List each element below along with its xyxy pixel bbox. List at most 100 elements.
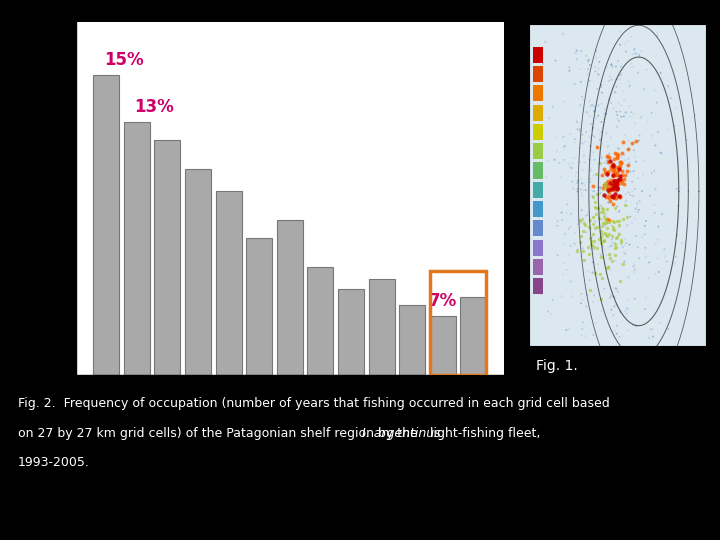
- Point: [582, 65, 594, 73]
- Point: [652, 127, 664, 136]
- Point: [571, 168, 582, 177]
- Point: [629, 268, 640, 276]
- Point: [607, 193, 618, 201]
- Point: [572, 187, 583, 195]
- Point: [588, 291, 600, 300]
- Point: [550, 56, 562, 65]
- Point: [579, 158, 590, 167]
- Point: [585, 141, 596, 150]
- Point: [584, 60, 595, 69]
- Point: [542, 157, 554, 166]
- Point: [572, 245, 583, 254]
- Point: [618, 96, 630, 104]
- Point: [586, 186, 598, 194]
- Point: [588, 231, 599, 239]
- Point: [611, 153, 623, 161]
- Point: [596, 204, 608, 213]
- Point: [537, 59, 549, 68]
- Point: [608, 177, 619, 186]
- Point: [542, 307, 554, 316]
- Bar: [533, 259, 544, 275]
- Point: [670, 252, 682, 261]
- Point: [623, 160, 634, 169]
- Point: [595, 249, 606, 258]
- Point: [599, 218, 611, 227]
- Bar: [338, 289, 364, 375]
- Point: [595, 134, 607, 143]
- Point: [630, 321, 642, 330]
- Point: [558, 259, 570, 267]
- Point: [652, 31, 663, 40]
- Point: [659, 252, 670, 261]
- Point: [573, 158, 585, 166]
- Point: [559, 230, 570, 238]
- Point: [599, 210, 611, 219]
- Point: [546, 103, 558, 111]
- Point: [607, 166, 618, 175]
- Point: [588, 298, 599, 306]
- Point: [549, 156, 560, 164]
- Point: [649, 86, 660, 94]
- Point: [640, 253, 652, 261]
- Point: [618, 257, 630, 266]
- Point: [611, 233, 622, 242]
- Point: [631, 137, 642, 145]
- Point: [610, 177, 621, 185]
- Point: [602, 170, 613, 179]
- Point: [607, 172, 618, 180]
- Point: [575, 185, 586, 194]
- Point: [588, 102, 600, 111]
- Point: [621, 213, 633, 222]
- Point: [610, 301, 621, 309]
- Bar: [533, 124, 544, 140]
- Point: [608, 218, 620, 226]
- Point: [594, 183, 606, 192]
- Point: [605, 197, 616, 206]
- Point: [599, 105, 611, 113]
- Text: Fig. 2.  Frequency of occupation (number of years that fishing occurred in each : Fig. 2. Frequency of occupation (number …: [18, 397, 610, 410]
- Point: [601, 180, 613, 189]
- Point: [612, 114, 624, 123]
- Point: [634, 131, 645, 140]
- Point: [608, 155, 620, 164]
- Point: [629, 294, 641, 303]
- Point: [616, 179, 627, 187]
- Point: [616, 158, 627, 166]
- Point: [606, 221, 618, 230]
- Point: [621, 309, 632, 318]
- Point: [602, 190, 613, 199]
- Text: light-fishing fleet,: light-fishing fleet,: [426, 427, 541, 440]
- Point: [668, 122, 680, 131]
- Point: [602, 158, 613, 167]
- Point: [629, 266, 641, 274]
- Point: [585, 119, 597, 128]
- Point: [608, 293, 620, 301]
- Bar: [533, 220, 544, 237]
- Point: [604, 251, 616, 259]
- Point: [563, 324, 575, 333]
- Point: [580, 186, 592, 194]
- Point: [606, 238, 618, 247]
- Point: [607, 185, 618, 193]
- Point: [602, 219, 613, 228]
- Point: [589, 202, 600, 211]
- Point: [536, 289, 547, 298]
- Point: [607, 170, 618, 179]
- Point: [597, 237, 608, 245]
- Point: [642, 116, 654, 125]
- Point: [620, 190, 631, 198]
- Point: [615, 277, 626, 286]
- Point: [593, 70, 604, 79]
- Point: [580, 228, 592, 237]
- Point: [618, 160, 629, 168]
- Point: [611, 171, 623, 179]
- Bar: [533, 163, 544, 179]
- Point: [615, 195, 626, 204]
- Point: [612, 287, 624, 296]
- Point: [614, 308, 626, 316]
- Point: [613, 192, 624, 200]
- Point: [613, 230, 625, 238]
- Point: [596, 273, 608, 282]
- Point: [603, 153, 615, 161]
- Point: [603, 194, 614, 202]
